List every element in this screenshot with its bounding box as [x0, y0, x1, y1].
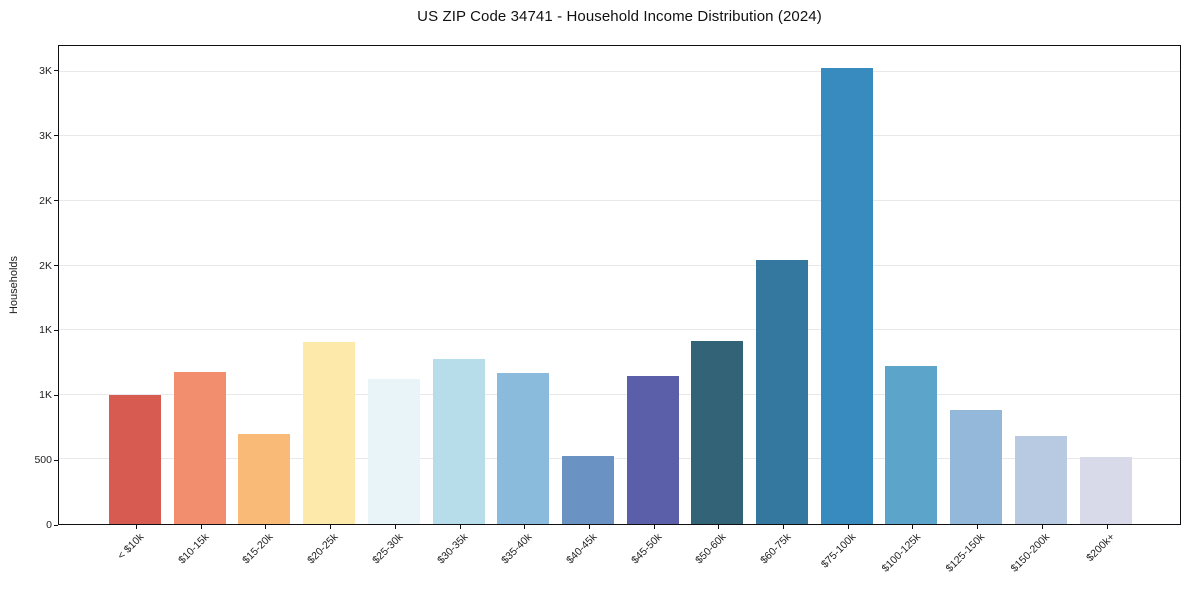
- y-tick-mark: [54, 459, 58, 461]
- x-tick-mark: [1041, 525, 1043, 529]
- x-tick-label: $10-15k: [175, 531, 212, 567]
- x-tick-mark: [977, 525, 979, 529]
- y-tick-mark: [54, 135, 58, 137]
- y-tick-label: 1K: [39, 324, 52, 337]
- gridline: [59, 70, 1180, 72]
- x-tick-mark: [394, 525, 396, 529]
- x-tick-mark: [1106, 525, 1108, 529]
- bar-$125-150k: [950, 410, 1003, 524]
- bar-$40-45k: [561, 455, 614, 524]
- bar-$20-25k: [303, 341, 356, 524]
- x-tick-label: $100-125k: [879, 531, 923, 575]
- bar-$100-125k: [885, 366, 938, 524]
- gridline: [59, 200, 1180, 202]
- gridline: [59, 329, 1180, 331]
- y-tick-label: 2K: [39, 259, 52, 272]
- x-tick-label: < $10k: [115, 531, 147, 562]
- x-tick-mark: [136, 525, 137, 529]
- y-tick-label: 0: [46, 519, 52, 531]
- bar-< $10k: [109, 394, 161, 524]
- x-tick-mark: [912, 525, 914, 529]
- x-tick-label: $200k+: [1083, 531, 1117, 565]
- gridline: [59, 264, 1180, 266]
- y-tick-label: 1K: [39, 389, 52, 402]
- x-tick-label: $125-150k: [944, 531, 988, 575]
- gridline: [59, 458, 1180, 460]
- y-tick-mark: [54, 524, 58, 526]
- x-tick-label: $20-25k: [305, 531, 341, 567]
- y-tick-mark: [54, 200, 58, 202]
- x-tick-mark: [524, 525, 526, 529]
- bar-$25-30k: [367, 379, 420, 524]
- x-tick-label: $60-75k: [758, 531, 794, 567]
- bar-$75-100k: [820, 67, 873, 524]
- y-tick-mark: [54, 265, 58, 267]
- x-tick-label: $150-200k: [1008, 531, 1053, 575]
- x-tick-mark: [847, 525, 849, 529]
- y-tick-mark: [54, 394, 58, 396]
- bar-$15-20k: [238, 434, 291, 524]
- y-tick-label: 3K: [39, 64, 52, 77]
- gridline: [59, 393, 1180, 395]
- y-tick-label: 2K: [39, 194, 52, 207]
- gridline: [59, 135, 1180, 137]
- bar-$30-35k: [432, 358, 485, 524]
- x-tick-label: $75-100k: [818, 531, 859, 571]
- bar-$60-75k: [756, 260, 808, 524]
- bar-$200k+: [1079, 456, 1132, 524]
- x-tick-mark: [265, 525, 267, 529]
- x-tick-label: $40-45k: [564, 531, 600, 567]
- chart-title: US ZIP Code 34741 - Household Income Dis…: [417, 8, 822, 25]
- x-tick-mark: [200, 525, 202, 529]
- y-tick-label: 500: [34, 454, 52, 467]
- x-tick-mark: [588, 525, 590, 529]
- x-tick-mark: [783, 525, 784, 529]
- x-tick-label: $50-60k: [693, 531, 729, 567]
- y-tick-mark: [54, 70, 58, 72]
- bar-$10-15k: [173, 371, 226, 524]
- x-tick-label: $35-40k: [499, 531, 535, 567]
- bar-$150-200k: [1014, 436, 1067, 524]
- x-tick-label: $30-35k: [434, 531, 470, 567]
- x-tick-mark: [718, 525, 720, 529]
- bar-$45-50k: [626, 376, 679, 524]
- bar-$50-60k: [691, 341, 744, 524]
- bar-$35-40k: [497, 372, 550, 524]
- y-tick-label: 3K: [39, 129, 52, 142]
- x-tick-label: $25-30k: [369, 531, 406, 567]
- x-tick-label: $15-20k: [240, 531, 276, 567]
- x-tick-mark: [459, 525, 461, 529]
- x-tick-mark: [330, 525, 332, 529]
- plot-area: [58, 45, 1181, 525]
- x-tick-mark: [653, 525, 655, 529]
- x-tick-label: $45-50k: [628, 531, 665, 567]
- y-tick-mark: [54, 329, 58, 331]
